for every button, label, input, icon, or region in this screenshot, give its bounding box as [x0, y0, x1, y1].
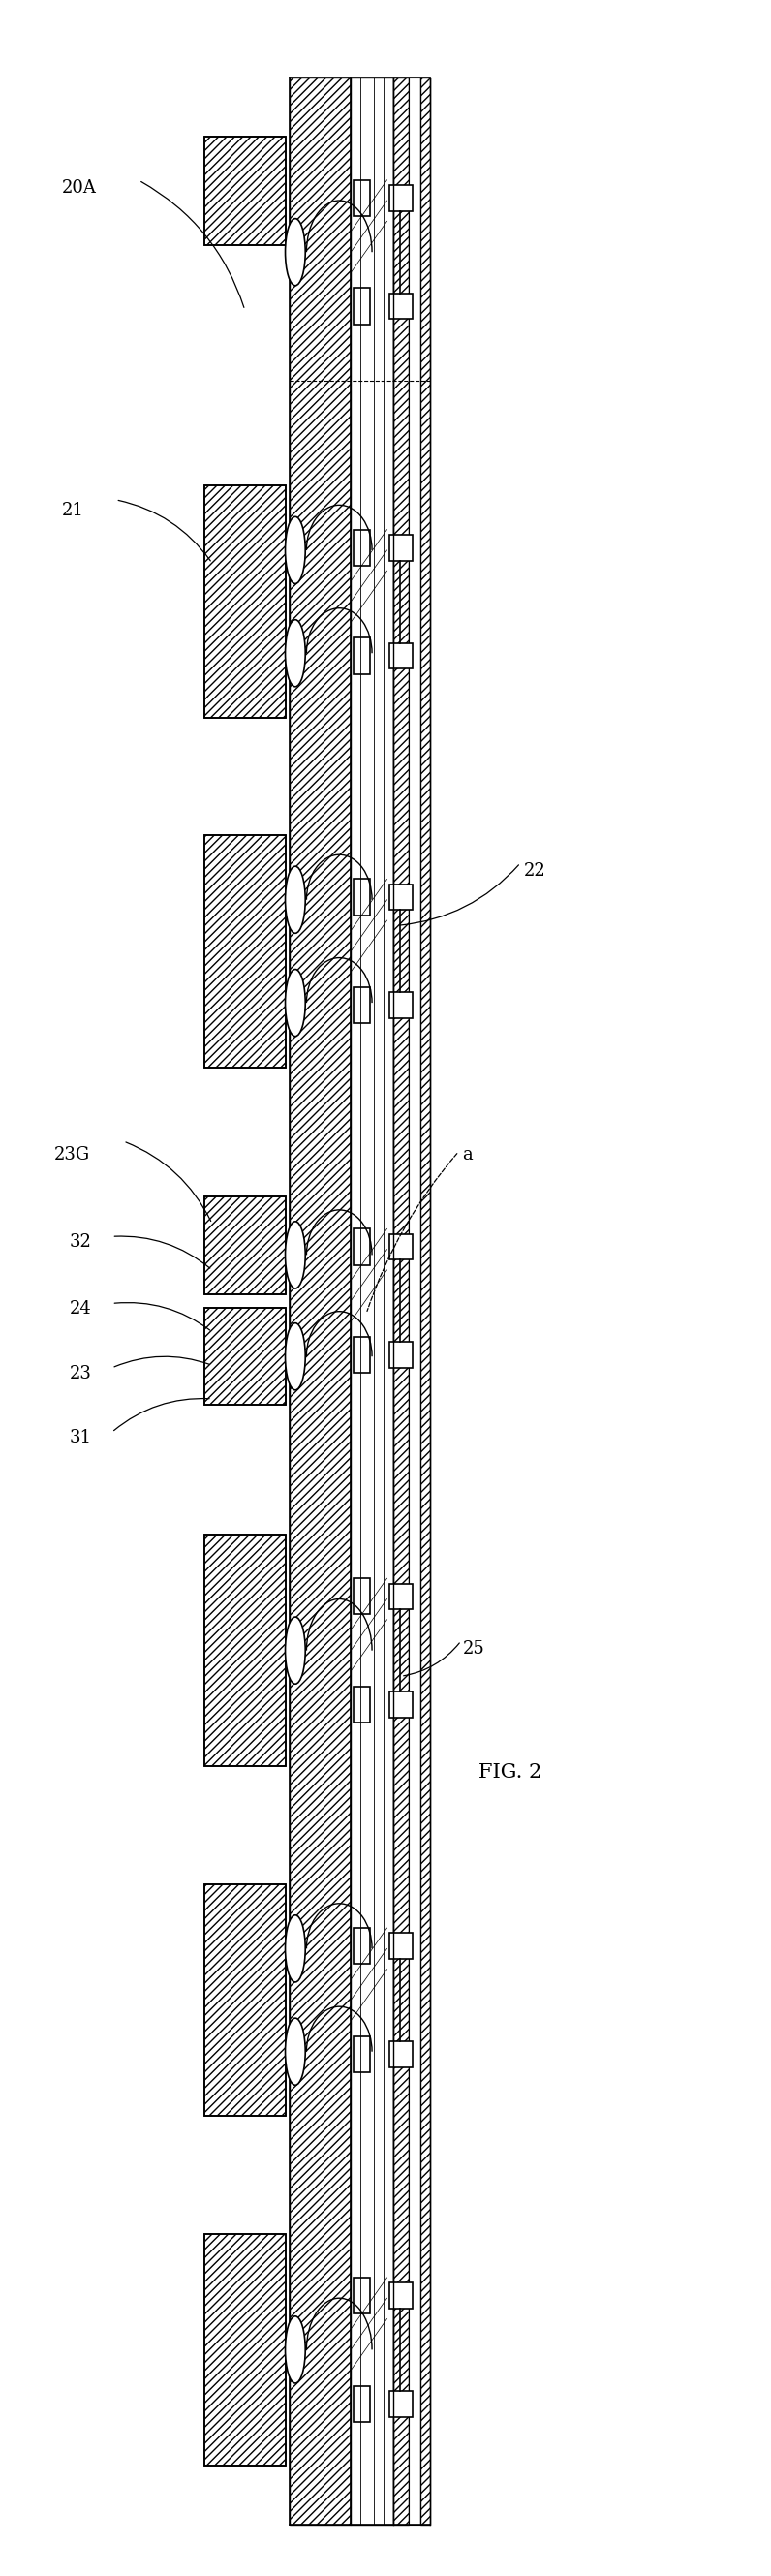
Text: 22: 22	[524, 863, 547, 881]
Bar	[353, 1337, 370, 1373]
Bar	[204, 835, 285, 1066]
Text: 23: 23	[69, 1365, 92, 1383]
Bar	[204, 1195, 285, 1293]
Circle shape	[285, 866, 305, 933]
Bar	[389, 1932, 412, 1958]
Bar	[353, 180, 370, 216]
Circle shape	[285, 2316, 305, 2383]
Text: 25: 25	[463, 1641, 485, 1659]
Bar	[353, 289, 370, 325]
Bar	[204, 2233, 285, 2465]
Text: 32: 32	[69, 1234, 92, 1252]
Bar	[389, 1342, 412, 1368]
Bar	[393, 77, 409, 2524]
Bar	[204, 1883, 285, 2115]
Bar	[389, 884, 412, 909]
Bar	[353, 1927, 370, 1963]
Bar	[389, 1692, 412, 1718]
Bar	[389, 1584, 412, 1610]
Bar	[389, 536, 412, 562]
Bar	[409, 77, 420, 2524]
Circle shape	[285, 1914, 305, 1981]
Circle shape	[285, 219, 305, 286]
Bar	[353, 639, 370, 675]
Bar	[389, 2282, 412, 2308]
Bar	[353, 2035, 370, 2071]
Bar	[353, 1687, 370, 1723]
Bar	[420, 77, 430, 2524]
Circle shape	[285, 1324, 305, 1391]
Bar	[389, 992, 412, 1018]
Circle shape	[285, 1221, 305, 1288]
Bar	[204, 1195, 285, 1293]
Text: FIG. 2: FIG. 2	[478, 1762, 541, 1783]
Text: 31: 31	[69, 1430, 92, 1448]
Bar	[204, 1535, 285, 1767]
Text: 23G: 23G	[54, 1146, 90, 1164]
Circle shape	[285, 969, 305, 1036]
Circle shape	[285, 518, 305, 585]
Circle shape	[285, 1618, 305, 1685]
Bar	[289, 77, 351, 2524]
Bar	[353, 1229, 370, 1265]
Text: 21: 21	[62, 502, 84, 520]
Bar	[204, 1309, 285, 1406]
Bar	[204, 1535, 285, 1767]
Bar	[353, 2385, 370, 2421]
Bar	[389, 2040, 412, 2066]
Bar	[389, 185, 412, 211]
Circle shape	[285, 621, 305, 688]
Bar	[351, 77, 393, 2524]
Bar	[204, 2233, 285, 2465]
Bar	[389, 2391, 412, 2416]
Text: 24: 24	[69, 1301, 92, 1319]
Text: a: a	[463, 1146, 473, 1164]
Bar	[204, 1309, 285, 1406]
Circle shape	[285, 2017, 305, 2084]
Bar	[389, 1234, 412, 1260]
Bar	[353, 2277, 370, 2313]
Bar	[204, 137, 285, 245]
Bar	[353, 531, 370, 567]
Bar	[389, 294, 412, 319]
Text: 20A: 20A	[62, 180, 96, 198]
Bar	[353, 1579, 370, 1615]
Bar	[204, 1883, 285, 2115]
Bar	[204, 487, 285, 719]
Bar	[204, 487, 285, 719]
Bar	[204, 835, 285, 1066]
Bar	[204, 137, 285, 245]
Bar	[389, 644, 412, 670]
Bar	[353, 878, 370, 914]
Bar	[353, 987, 370, 1023]
